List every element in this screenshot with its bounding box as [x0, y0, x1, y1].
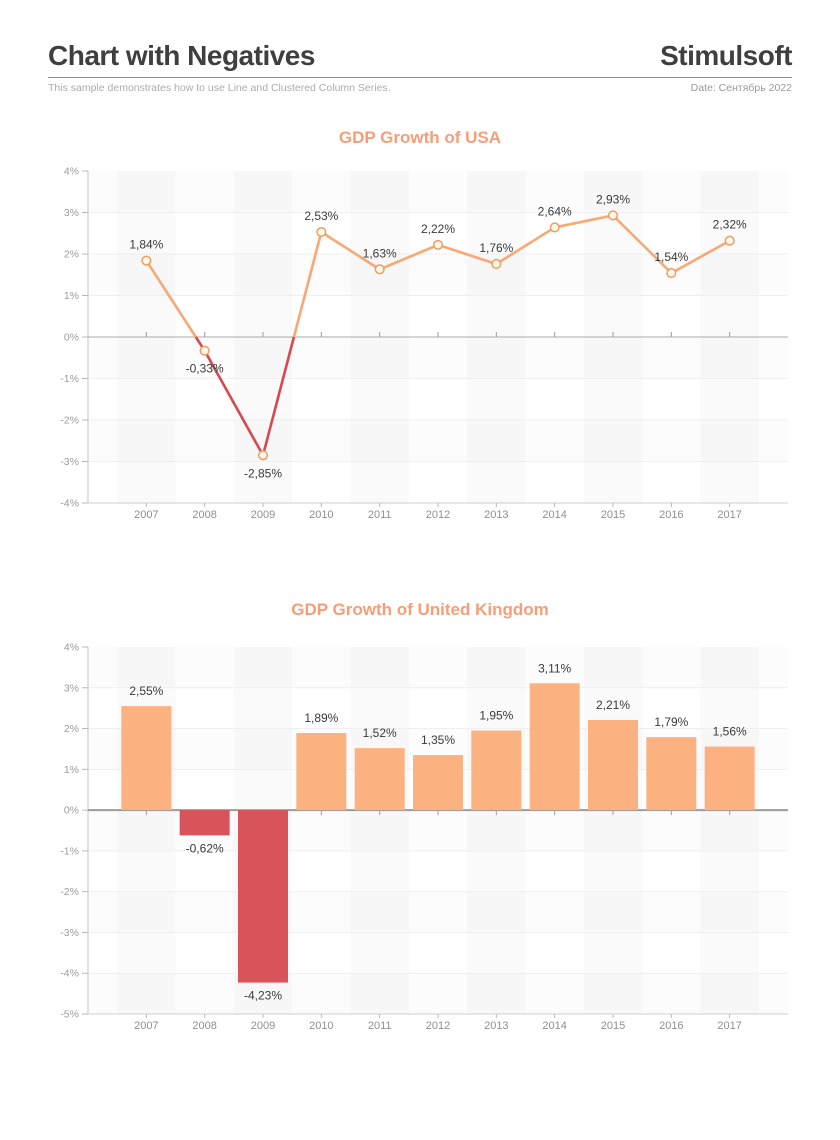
gdp-usa-line-chart: 4% 3% 2% 1% 0% -1% -2% -3% -4% 2007 2008 2009 2010 20…: [60, 166, 788, 521]
svg-text:-2,85%: -2,85%: [244, 466, 282, 480]
svg-text:0%: 0%: [64, 332, 79, 344]
svg-text:2016: 2016: [659, 1020, 683, 1032]
svg-text:1,54%: 1,54%: [654, 250, 688, 264]
chart-title-usa: GDP Growth of USA: [338, 128, 502, 147]
svg-text:2013: 2013: [484, 509, 508, 521]
svg-text:1,89%: 1,89%: [304, 711, 338, 725]
chart-title-uk: GDP Growth of United Kingdom: [291, 600, 549, 619]
page-title: Chart with Negatives: [48, 40, 315, 71]
svg-text:-5%: -5%: [60, 1009, 79, 1021]
svg-text:3%: 3%: [64, 207, 79, 219]
svg-text:-0,33%: -0,33%: [186, 362, 224, 376]
svg-text:-3%: -3%: [60, 927, 79, 939]
svg-text:2010: 2010: [309, 1020, 333, 1032]
svg-text:1,76%: 1,76%: [479, 241, 513, 255]
svg-text:1,56%: 1,56%: [713, 724, 747, 738]
svg-text:1,35%: 1,35%: [421, 733, 455, 747]
svg-text:-4,23%: -4,23%: [244, 989, 282, 1003]
svg-text:-4%: -4%: [60, 968, 79, 980]
svg-text:4%: 4%: [64, 166, 79, 178]
svg-text:2009: 2009: [251, 1020, 275, 1032]
svg-text:1,84%: 1,84%: [129, 238, 163, 252]
svg-text:2016: 2016: [659, 509, 683, 521]
svg-text:1,52%: 1,52%: [363, 726, 397, 740]
svg-text:2008: 2008: [192, 1020, 216, 1032]
svg-text:2%: 2%: [64, 723, 79, 735]
svg-text:3,11%: 3,11%: [538, 661, 571, 675]
svg-text:2011: 2011: [368, 1020, 392, 1032]
gdp-uk-bar-chart: 4% 3% 2% 1% 0% -1% -2% -3% -4% -5% 2007 2008 2009 201…: [60, 642, 788, 1032]
svg-text:2,93%: 2,93%: [596, 192, 630, 206]
svg-text:2013: 2013: [484, 1020, 508, 1032]
svg-text:1%: 1%: [64, 764, 79, 776]
svg-text:-1%: -1%: [60, 373, 79, 385]
svg-text:2014: 2014: [542, 509, 566, 521]
svg-text:1,95%: 1,95%: [479, 709, 513, 723]
svg-text:-0,62%: -0,62%: [186, 841, 224, 855]
svg-text:2,64%: 2,64%: [538, 204, 572, 218]
svg-text:2017: 2017: [717, 509, 741, 521]
svg-text:2,53%: 2,53%: [304, 209, 338, 223]
svg-text:2011: 2011: [368, 509, 392, 521]
svg-text:1%: 1%: [64, 290, 79, 302]
svg-text:-1%: -1%: [60, 845, 79, 857]
svg-text:2,32%: 2,32%: [713, 218, 747, 232]
svg-text:2009: 2009: [251, 509, 275, 521]
svg-text:2012: 2012: [426, 509, 450, 521]
header-rule: [48, 77, 792, 78]
brand-logo-text: Stimulsoft: [660, 40, 792, 71]
svg-text:2008: 2008: [192, 509, 216, 521]
svg-text:2,21%: 2,21%: [596, 698, 630, 712]
svg-text:2007: 2007: [134, 1020, 158, 1032]
svg-text:2012: 2012: [426, 1020, 450, 1032]
svg-text:-2%: -2%: [60, 415, 79, 427]
svg-text:2010: 2010: [309, 509, 333, 521]
svg-text:1,63%: 1,63%: [363, 246, 397, 260]
svg-text:2,55%: 2,55%: [129, 684, 163, 698]
svg-text:2017: 2017: [717, 1020, 741, 1032]
svg-text:2%: 2%: [64, 249, 79, 261]
svg-text:2,22%: 2,22%: [421, 222, 455, 236]
header-date: Date: Сентябрь 2022: [690, 82, 792, 94]
svg-text:4%: 4%: [64, 642, 79, 654]
svg-text:-4%: -4%: [60, 498, 79, 510]
svg-text:-2%: -2%: [60, 886, 79, 898]
svg-text:1,79%: 1,79%: [654, 715, 688, 729]
svg-text:2014: 2014: [542, 1020, 566, 1032]
svg-text:-3%: -3%: [60, 456, 79, 468]
svg-text:2015: 2015: [601, 1020, 625, 1032]
svg-text:3%: 3%: [64, 682, 79, 694]
svg-text:2007: 2007: [134, 509, 158, 521]
svg-text:2015: 2015: [601, 509, 625, 521]
header-subtitle: This sample demonstrates how to use Line…: [48, 82, 391, 94]
svg-text:0%: 0%: [64, 805, 79, 817]
